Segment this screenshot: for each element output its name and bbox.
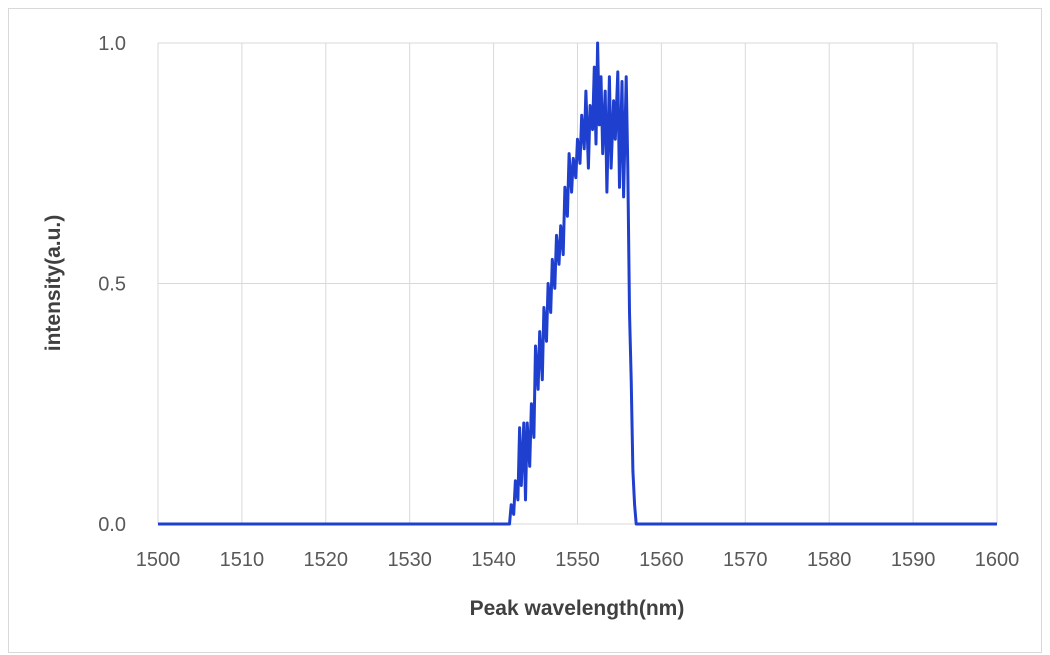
y-tick-label: 1.0 [98,33,126,55]
x-axis-title: Peak wavelength(nm) [470,597,685,620]
y-axis-title: intensity(a.u.) [42,215,65,352]
x-tick-label: 1540 [471,549,516,571]
x-tick-label: 1560 [639,549,684,571]
x-tick-label: 1580 [807,549,852,571]
x-tick-label: 1520 [304,549,349,571]
x-tick-label: 1500 [136,549,181,571]
y-tick-label: 0.0 [98,514,126,536]
grid-lines [157,42,998,525]
plot-area [158,41,997,526]
x-tick-label: 1550 [555,549,600,571]
tick-labels: 1500 1510 1520 1530 1540 1550 1560 1570 1580 1590… [98,33,1019,571]
chart-frame [8,8,1042,653]
y-tick-label: 0.5 [98,274,126,296]
x-tick-label: 1570 [723,549,768,571]
x-tick-label: 1600 [975,549,1020,571]
series-line-0 [158,41,997,526]
x-tick-label: 1590 [891,549,936,571]
x-tick-label: 1510 [220,549,265,571]
x-tick-label: 1530 [387,549,432,571]
